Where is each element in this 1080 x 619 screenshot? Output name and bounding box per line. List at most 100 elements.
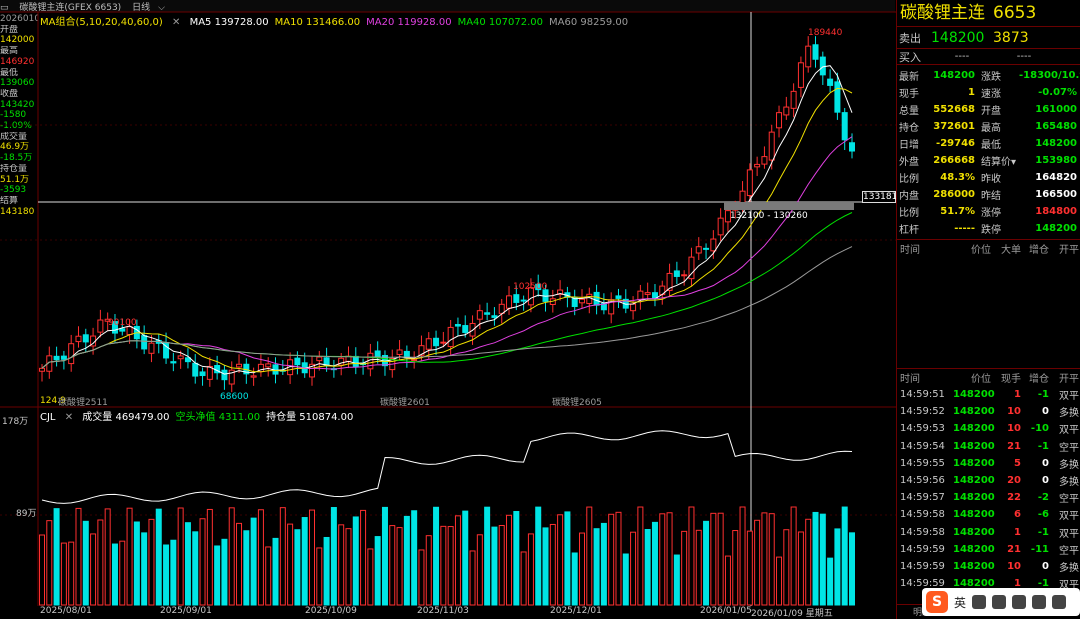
bar-info-3: 最高 (0, 46, 19, 57)
bar-info-13: -18.5万 (0, 153, 33, 164)
volume-bar (688, 506, 695, 606)
trade-cell: 多换 (1059, 408, 1079, 420)
volume-bar (593, 528, 600, 606)
quote-key: 比例 (899, 174, 919, 185)
trade-cell: 21 (1007, 440, 1021, 452)
candle-body (644, 292, 651, 295)
quote-key: 日增 (899, 140, 919, 151)
volume-bar (177, 507, 184, 606)
trade-cell: 0 (1042, 457, 1049, 469)
cjl-label[interactable]: CJL (40, 412, 56, 423)
candle-body (141, 335, 148, 350)
trade-row[interactable]: 14:59:52 148200 10 0 多换 (897, 403, 1080, 420)
candle-body (841, 112, 848, 141)
candle-body (783, 106, 790, 116)
quote-key: 杠杆 (899, 225, 919, 236)
volume-bar (761, 512, 768, 606)
volume-bar (681, 530, 688, 606)
trade-cell: -1 (1037, 578, 1049, 590)
ime-lang[interactable]: 英 (954, 595, 967, 610)
bar-info-0: 20260109 (0, 14, 38, 24)
volume-bar (841, 506, 848, 606)
volume-bar (739, 506, 746, 606)
volume-bar (454, 515, 461, 606)
moon-icon[interactable] (972, 595, 987, 609)
volume-bar (783, 529, 790, 606)
trade-row[interactable]: 14:59:54 148200 21 -1 空平 (897, 438, 1080, 455)
trade-cell: 148200 (953, 475, 995, 487)
window-titlebar: ▭ 碳酸锂主连(GFEX 6653) 日线 ⌵ (0, 0, 895, 12)
quote-row: 现手 1 速涨 -0.07% (897, 84, 1080, 101)
volume-bar (746, 530, 753, 606)
ime-toolbar[interactable]: S 英 (922, 588, 1080, 616)
ask-row[interactable]: 卖出 148200 3873 (897, 26, 1080, 48)
ma-indicator-legend[interactable]: MA组合(5,10,20,40,60,0) ✕ MA5 139728.00 MA1… (40, 13, 640, 28)
ma-combo-label[interactable]: MA组合(5,10,20,40,60,0) (40, 17, 163, 28)
trade-row[interactable]: 14:59:55 148200 5 0 多换 (897, 455, 1080, 472)
candle-body (681, 274, 688, 277)
quote-row: 比例 51.7% 涨停 184800 (897, 203, 1080, 220)
trade-cell: 空平 (1059, 545, 1079, 557)
volume-bar (527, 533, 534, 606)
volume-bar (717, 512, 724, 606)
trade-row[interactable]: 14:59:58 148200 6 -6 双平 (897, 506, 1080, 523)
quote-value: 166500 (1035, 189, 1077, 200)
volume-bar (287, 523, 294, 606)
trade-cell: 10 (1007, 406, 1021, 418)
volume-bar (476, 534, 483, 606)
trade-row[interactable]: 14:59:53 148200 10 -10 双平 (897, 420, 1080, 437)
sogou-logo-icon[interactable]: S (926, 591, 948, 613)
trades-list[interactable]: 14:59:51 148200 1 -1 双平 14:59:52 148200 10 0 多换 14… (897, 386, 1080, 592)
keyboard-icon[interactable] (1012, 595, 1027, 609)
period-selector[interactable]: 日线 (132, 3, 151, 12)
candle-body (476, 310, 483, 320)
volume-bar (170, 539, 177, 606)
candle-body (97, 319, 104, 333)
quote-grid: 最新 148200 涨跌 -18300/10.99% 现手 1 速涨 -0.07% 总量 5526… (897, 64, 1080, 237)
trade-row[interactable]: 14:59:57 148200 22 -2 空平 (897, 489, 1080, 506)
quote-value: 153980 (1035, 155, 1077, 166)
trade-cell: 148200 (953, 578, 995, 590)
trade-row[interactable]: 14:59:59 148200 10 0 多换 (897, 558, 1080, 575)
bid-row[interactable]: 买入 ---- ---- (897, 48, 1080, 64)
candle-body (170, 361, 177, 364)
volume-bar (425, 535, 432, 606)
candle-body (221, 369, 228, 381)
trade-row[interactable]: 14:59:59 148200 1 -1 双平 (897, 575, 1080, 592)
candle-body (506, 295, 513, 309)
trade-row[interactable]: 14:59:59 148200 21 -11 空平 (897, 541, 1080, 558)
bar-info-10: -1.09% (0, 121, 32, 132)
quote-value: 286000 (933, 189, 975, 200)
grid-icon[interactable] (1052, 595, 1067, 609)
close-icon[interactable]: ✕ (171, 17, 181, 28)
close-icon[interactable]: ✕ (64, 412, 74, 423)
candle-body (111, 321, 118, 334)
column-header: 价位 (971, 374, 991, 385)
bar-info-9: -1580 (0, 110, 27, 121)
trade-row[interactable]: 14:59:58 148200 1 -1 双平 (897, 524, 1080, 541)
trade-row[interactable]: 14:59:56 148200 20 0 多换 (897, 472, 1080, 489)
volume-bar (148, 518, 155, 606)
shirt-icon[interactable] (1032, 595, 1047, 609)
volume-bar (732, 530, 739, 606)
volume-bar (206, 508, 213, 606)
quote-row: 持仓 372601 最高 165480 (897, 118, 1080, 135)
trade-cell: -2 (1037, 492, 1049, 504)
microphone-icon[interactable] (992, 595, 1007, 609)
trade-cell: 14:59:58 (900, 526, 945, 538)
quote-key: 跌停 (981, 225, 1001, 236)
bar-info-7: 收盘 (0, 88, 19, 99)
volume-indicator-legend[interactable]: CJL ✕ 成交量 469479.00 空头净值 4311.00 持仓量 51087… (40, 408, 365, 423)
trade-cell: 148200 (953, 389, 995, 401)
chevron-down-icon[interactable]: ⌵ (158, 3, 165, 12)
trade-row[interactable]: 14:59:51 148200 1 -1 双平 (897, 386, 1080, 403)
trade-cell: 148200 (953, 526, 995, 538)
price-range-box (724, 202, 854, 210)
trade-cell: 5 (1014, 457, 1021, 469)
volume-bar (710, 512, 717, 606)
candle-body (411, 359, 418, 362)
candle-body (593, 291, 600, 306)
trade-cell: 14:59:51 (900, 389, 945, 401)
quote-row: 比例 48.3% 昨收 164820 (897, 169, 1080, 186)
